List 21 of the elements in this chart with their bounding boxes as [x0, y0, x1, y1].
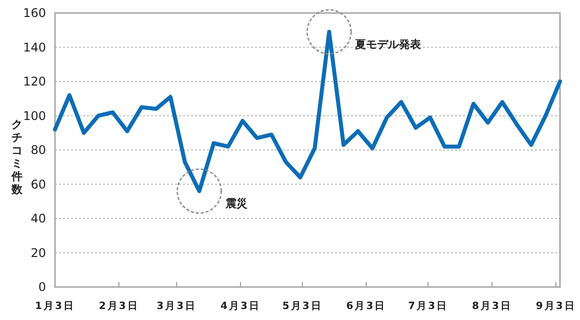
y-tick-label: 20: [30, 246, 46, 260]
y-tick-label: 0: [38, 280, 46, 294]
y-axis-title: クチコミ件数: [10, 118, 24, 196]
y-tick-label: 100: [23, 108, 46, 123]
x-tick-label: 5月3日: [282, 301, 322, 312]
y-tick-label: 40: [30, 212, 46, 226]
x-tick-label: 3月3日: [156, 301, 197, 312]
x-tick-label: 1月3日: [35, 301, 75, 312]
y-tick-label: 140: [23, 40, 46, 54]
annotation: 夏モデル発表: [354, 38, 422, 51]
x-tick-label: 4月3日: [220, 301, 260, 312]
y-tick-label: 60: [30, 177, 46, 192]
y-tick-label: 120: [23, 74, 46, 88]
x-tick-label: 2月3日: [98, 301, 139, 312]
x-tick-label: 7月3日: [408, 301, 448, 312]
y-tick-label: 80: [30, 143, 46, 157]
annotation: 震災: [224, 197, 248, 210]
x-tick-label: 9月3日: [536, 301, 576, 312]
x-tick-label: 8月3日: [472, 301, 512, 312]
x-tick-label: 6月3日: [346, 301, 386, 312]
y-tick-label: 160: [23, 6, 46, 20]
